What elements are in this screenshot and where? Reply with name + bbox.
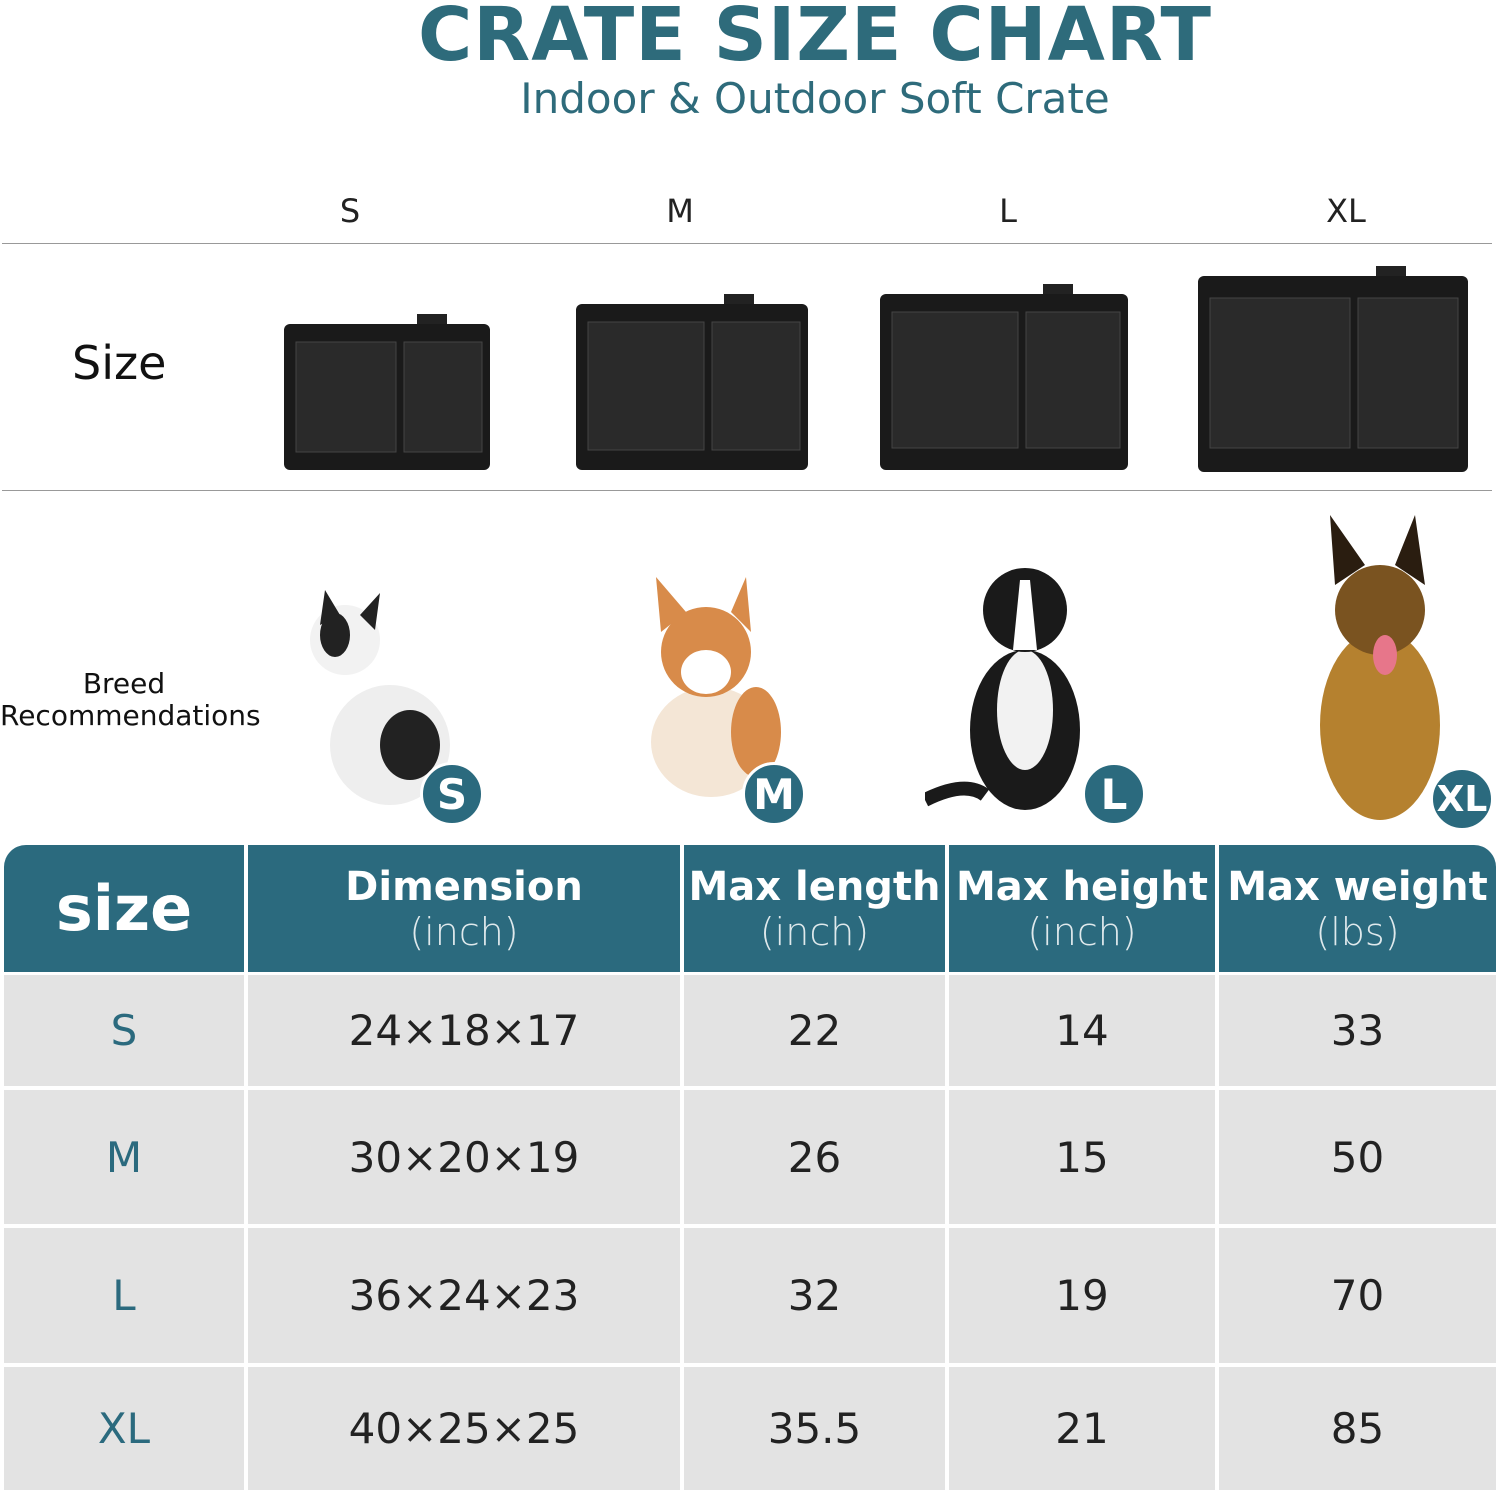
table-cell: 35.5 xyxy=(684,1367,945,1490)
table-cell: 32 xyxy=(684,1228,945,1363)
badge-m: M xyxy=(742,762,806,826)
page-subtitle: Indoor & Outdoor Soft Crate xyxy=(520,74,1110,123)
size-col-xl: XL xyxy=(1326,192,1366,230)
table-cell: 24×18×17 xyxy=(248,975,680,1086)
badge-l: L xyxy=(1082,762,1146,826)
header-unit: (inch) xyxy=(1027,909,1137,954)
table-cell: 30×20×19 xyxy=(248,1090,680,1224)
german-shepherd-image xyxy=(1320,515,1440,820)
header-unit: (inch) xyxy=(409,909,519,954)
size-col-m: M xyxy=(666,192,694,230)
size-row-label: Size xyxy=(72,336,167,390)
crate-s-image xyxy=(284,314,490,470)
table-cell: 22 xyxy=(684,975,945,1086)
crate-m-image xyxy=(576,294,808,470)
table-cell: 85 xyxy=(1219,1367,1496,1490)
header-unit: (lbs) xyxy=(1315,909,1400,954)
crate-l-image xyxy=(880,284,1128,470)
table-cell: 19 xyxy=(949,1228,1215,1363)
table-cell: 70 xyxy=(1219,1228,1496,1363)
table-cell: 40×25×25 xyxy=(248,1367,680,1490)
breed-row-label: Breed Recommendations xyxy=(0,667,261,732)
badge-xl: XL xyxy=(1430,767,1494,831)
table-header-cell: Max height (inch) xyxy=(949,845,1215,972)
table-cell: 21 xyxy=(949,1367,1215,1490)
table-row-size: S xyxy=(4,975,244,1086)
header-label: Max height xyxy=(955,863,1209,910)
table-header-cell: Max length (inch) xyxy=(684,845,945,972)
page-title: CRATE SIZE CHART xyxy=(417,0,1213,78)
crate-xl-image xyxy=(1198,266,1468,472)
header-unit: (inch) xyxy=(759,909,870,954)
table-header-cell: Dimension (inch) xyxy=(248,845,680,972)
header-label: Max length xyxy=(688,863,941,910)
divider xyxy=(2,490,1492,491)
breed-label-line1: Breed xyxy=(82,667,166,700)
header-label: Dimension xyxy=(345,863,583,910)
table-cell: 33 xyxy=(1219,975,1496,1086)
table-header-cell: size xyxy=(4,845,244,972)
header-label: size xyxy=(55,872,193,945)
header-label: Max weight xyxy=(1227,863,1488,910)
table-cell: 14 xyxy=(949,975,1215,1086)
size-col-l: L xyxy=(999,192,1017,230)
french-bulldog-image xyxy=(310,590,450,805)
table-cell: 15 xyxy=(949,1090,1215,1224)
table-row-size: L xyxy=(4,1228,244,1363)
table-cell: 36×24×23 xyxy=(248,1228,680,1363)
corgi-image xyxy=(651,577,781,797)
table-row-size: M xyxy=(4,1090,244,1224)
table-cell: 26 xyxy=(684,1090,945,1224)
table-row-size: XL xyxy=(4,1367,244,1490)
table-cell: 50 xyxy=(1219,1090,1496,1224)
table-header-cell: Max weight (lbs) xyxy=(1219,845,1496,972)
border-collie-image xyxy=(925,568,1080,810)
breed-label-line2: Recommendations xyxy=(0,699,261,732)
size-col-s: S xyxy=(339,192,361,230)
badge-s: S xyxy=(420,762,484,826)
divider xyxy=(2,243,1492,244)
